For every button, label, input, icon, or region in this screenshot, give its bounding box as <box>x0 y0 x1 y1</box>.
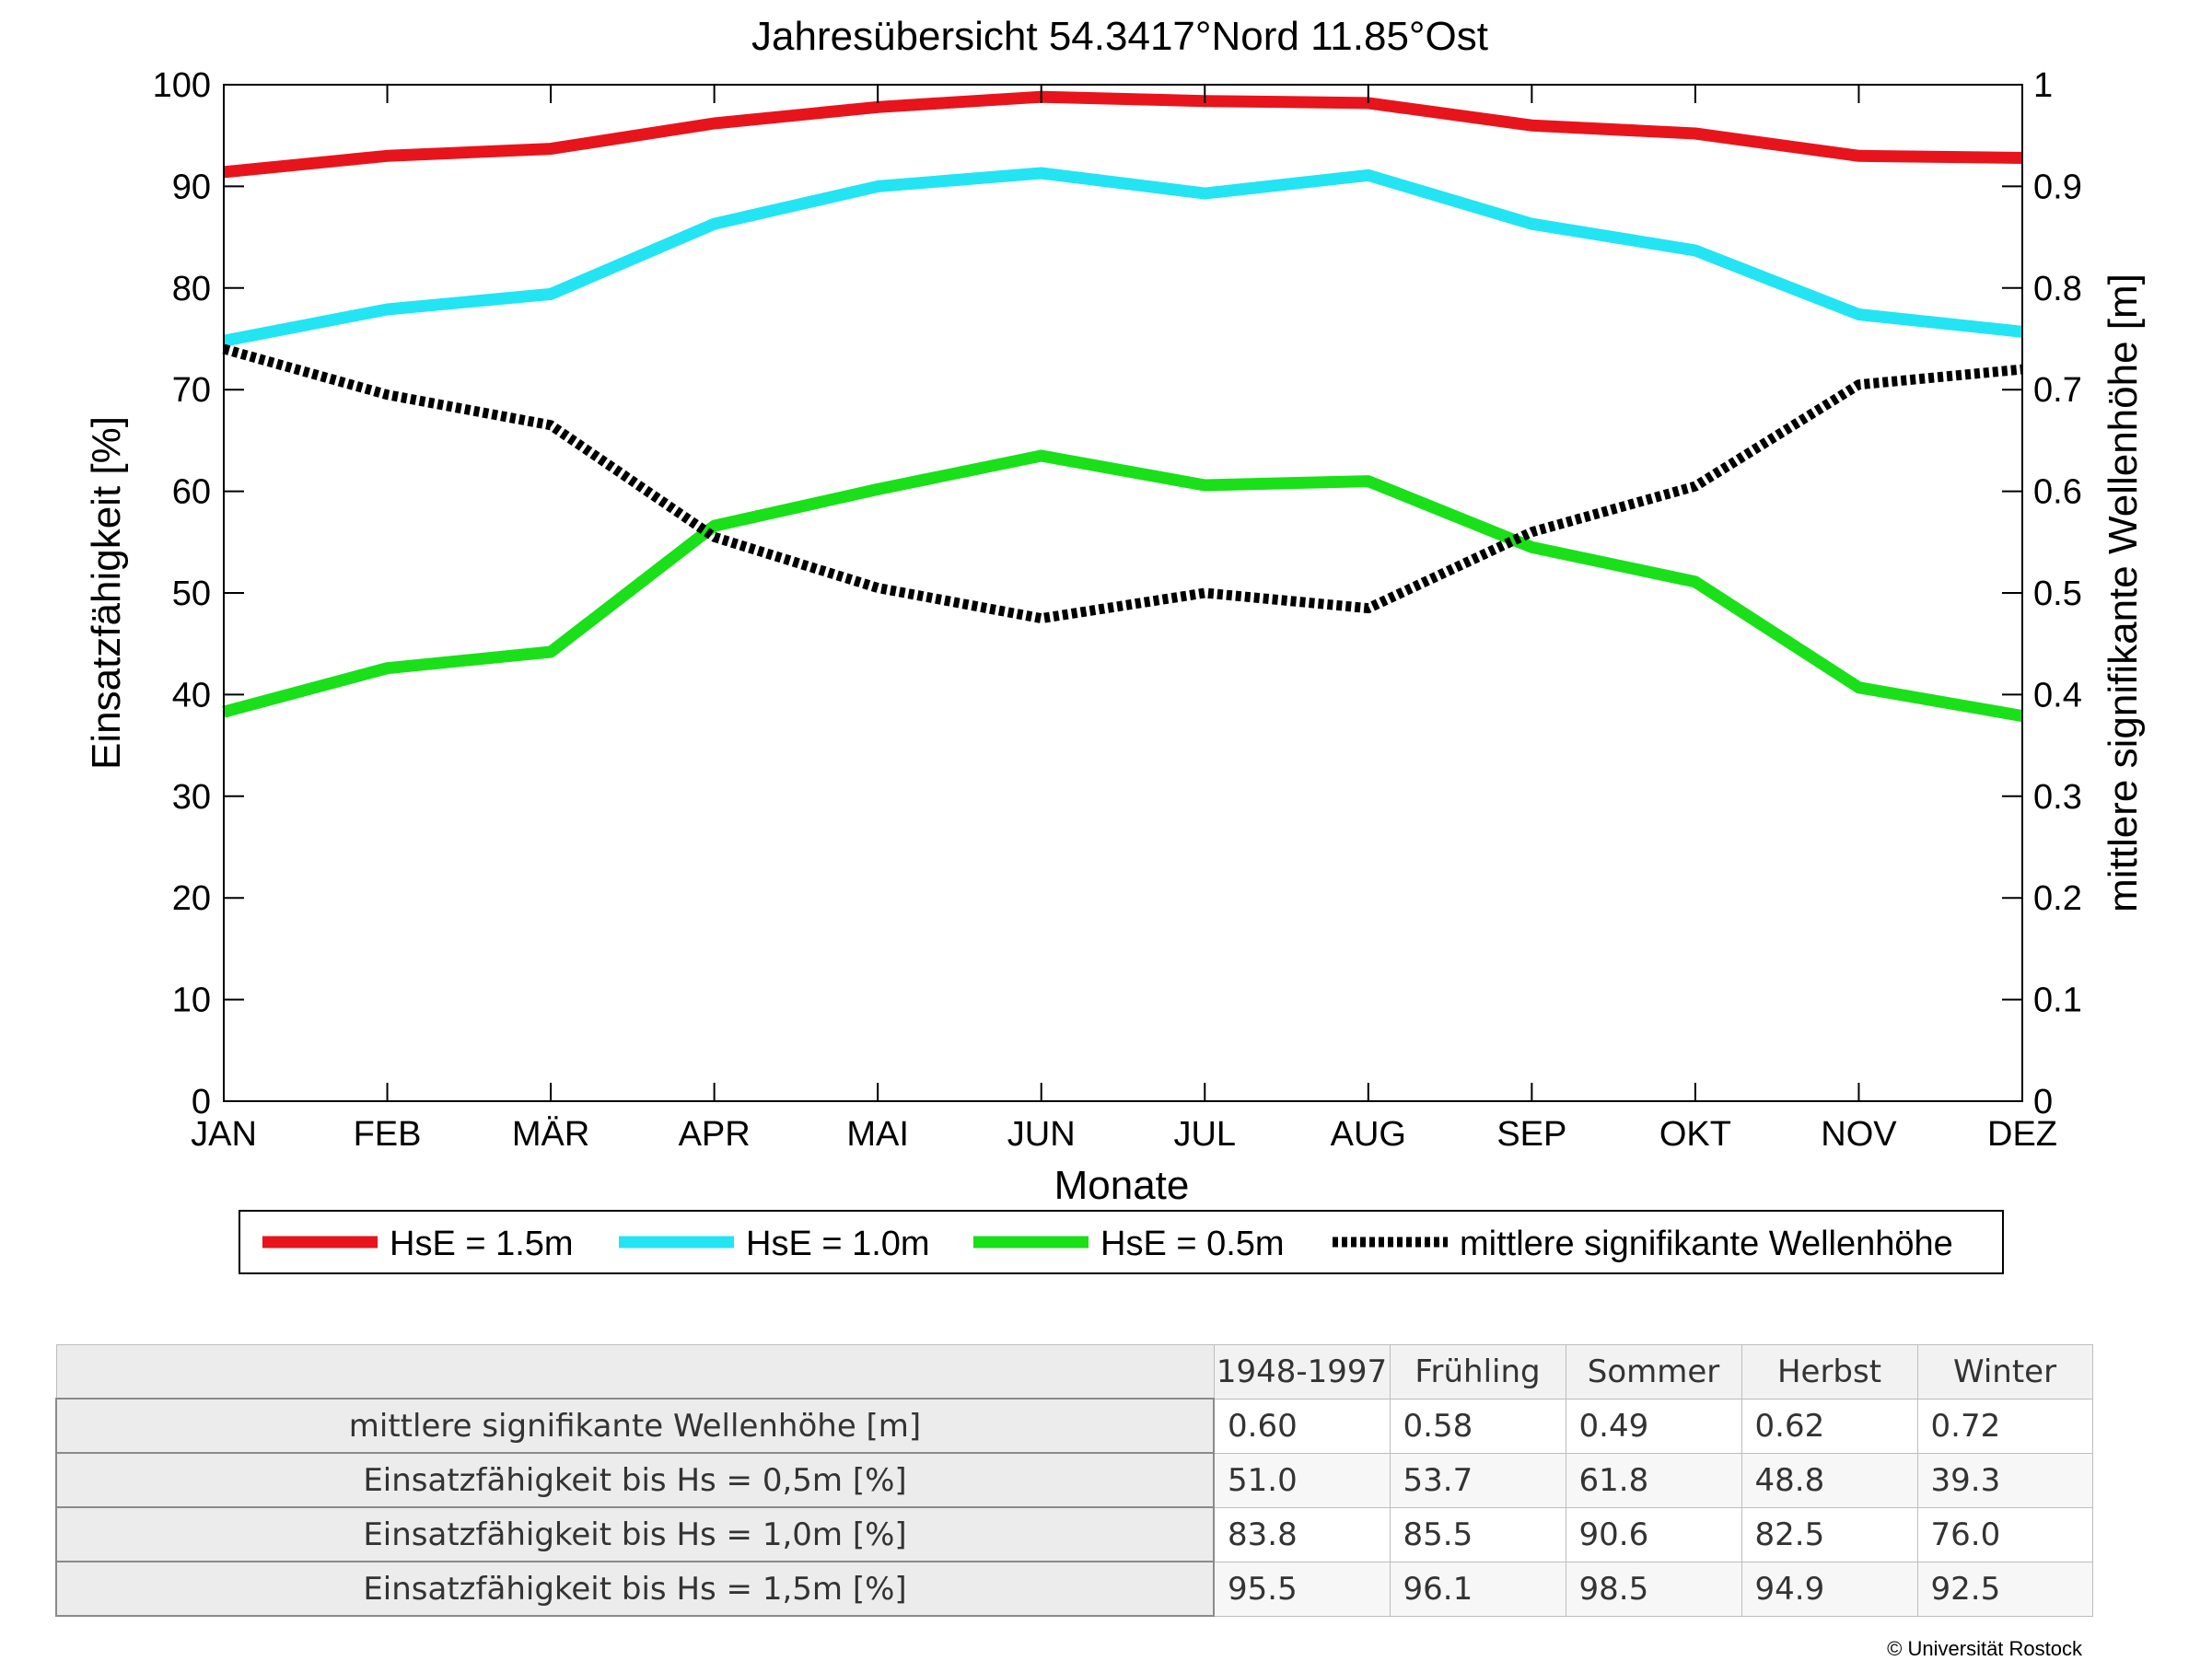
row-label: Einsatzfähigkeit bis Hs = 0,5m [%] <box>55 1452 1215 1508</box>
table-cell: 83.8 <box>1213 1506 1391 1562</box>
y-left-tick-label: 80 <box>172 270 211 308</box>
series-line-2 <box>222 167 2023 347</box>
x-tick-label: APR <box>679 1115 751 1154</box>
table-cell: 96.1 <box>1389 1561 1566 1617</box>
table-cell: 76.0 <box>1916 1506 2093 1562</box>
y-right-tick-label: 0.2 <box>2033 879 2082 918</box>
x-tick-label: MAI <box>846 1115 909 1154</box>
x-tick-label: JUN <box>1007 1115 1076 1154</box>
x-tick-label: SEP <box>1496 1115 1566 1154</box>
x-tick-label: JAN <box>191 1115 257 1154</box>
series-line-1 <box>223 90 2023 179</box>
table-cell: 0.60 <box>1213 1398 1391 1454</box>
y-right-tick-label: 0.9 <box>2033 168 2082 206</box>
table-cell: 0.58 <box>1389 1398 1566 1454</box>
table-header-row: 1948-1997 Frühling Sommer Herbst Winter <box>55 1344 2093 1400</box>
y-left-tick-label: 90 <box>172 168 211 206</box>
series-line-4 <box>222 343 2023 624</box>
table-cell: 98.5 <box>1565 1561 1742 1617</box>
legend-label: mittlere signifikante Wellenhöhe <box>1460 1225 1953 1263</box>
legend-items: HsE = 1.5m HsE = 1.0m HsE = 0.5m mittlere s… <box>262 1225 1953 1263</box>
table-header: 1948-1997 <box>1213 1344 1391 1400</box>
table-header: Frühling <box>1389 1344 1566 1400</box>
y-right-tick-label: 0.5 <box>2033 575 2082 613</box>
y-left-tick-label: 30 <box>172 778 211 817</box>
table-cell: 51.0 <box>1213 1452 1391 1508</box>
legend-label: HsE = 0.5m <box>1100 1225 1285 1263</box>
y-left-tick-label: 70 <box>172 371 211 410</box>
x-tick-label: JUL <box>1173 1115 1236 1154</box>
y-right-tick-label: 0.6 <box>2033 473 2082 512</box>
legend: HsE = 1.5m HsE = 1.0m HsE = 0.5m mittlere s… <box>239 1210 2004 1274</box>
row-label: mittlere signifikante Wellenhöhe [m] <box>55 1398 1215 1454</box>
y-right-tick-label: 1 <box>2033 66 2053 105</box>
y-left-tick-label: 100 <box>153 66 211 105</box>
legend-label: HsE = 1.0m <box>746 1225 930 1263</box>
x-tick-label: DEZ <box>1987 1115 2057 1154</box>
table-row: Einsatzfähigkeit bis Hs = 0,5m [%] 51.0 … <box>55 1452 2093 1508</box>
statistics-table: 1948-1997 Frühling Sommer Herbst Winter … <box>55 1344 2093 1617</box>
ticks-layer: 0 10 20 30 40 50 60 70 80 90 100 0 0.1 0.2 0.3 0.4 0.5 0.… <box>153 66 2082 1154</box>
table-cell: 90.6 <box>1565 1506 1742 1562</box>
x-axis-label: Monate <box>1054 1163 1190 1208</box>
series-layer <box>222 90 2024 723</box>
chart-title: Jahresübersicht 54.3417°Nord 11.85°Ost <box>751 14 1488 59</box>
copyright-notice: © Universität Rostock <box>1887 1637 2082 1660</box>
series-line-3 <box>222 449 2024 723</box>
y-right-tick-label: 0.8 <box>2033 270 2082 308</box>
table-cell: 82.5 <box>1740 1506 1918 1562</box>
y-axis-left-label: Einsatzfähigkeit [%] <box>84 416 129 770</box>
table-cell: 53.7 <box>1389 1452 1566 1508</box>
y-right-tick-label: 0.7 <box>2033 371 2082 410</box>
table-cell: 95.5 <box>1213 1561 1391 1617</box>
y-left-tick-label: 60 <box>172 473 211 512</box>
x-tick-label: FEB <box>354 1115 422 1154</box>
legend-frame <box>239 1210 2004 1274</box>
y-left-tick-label: 10 <box>172 982 211 1020</box>
table-cell: 0.62 <box>1740 1398 1918 1454</box>
table-cell: 48.8 <box>1740 1452 1918 1508</box>
table-corner-cell <box>55 1344 1215 1400</box>
x-tick-label: AUG <box>1331 1115 1406 1154</box>
table-row: Einsatzfähigkeit bis Hs = 1,5m [%] 95.5 … <box>55 1561 2093 1617</box>
y-axis-right-label: mittlere signifikante Wellenhöhe [m] <box>2101 273 2146 912</box>
table-cell: 94.9 <box>1740 1561 1918 1617</box>
table-cell: 0.72 <box>1916 1398 2093 1454</box>
y-left-tick-label: 40 <box>172 676 211 714</box>
y-left-tick-label: 20 <box>172 879 211 918</box>
table-header: Sommer <box>1565 1344 1742 1400</box>
table-cell: 0.49 <box>1565 1398 1742 1454</box>
x-tick-label: OKT <box>1659 1115 1731 1154</box>
row-label: Einsatzfähigkeit bis Hs = 1,5m [%] <box>55 1561 1215 1617</box>
plot-frame <box>223 84 2023 1102</box>
legend-label: HsE = 1.5m <box>390 1225 574 1263</box>
table-cell: 85.5 <box>1389 1506 1566 1562</box>
row-label: Einsatzfähigkeit bis Hs = 1,0m [%] <box>55 1506 1215 1562</box>
y-right-tick-label: 0.3 <box>2033 778 2082 817</box>
y-right-tick-label: 0.4 <box>2033 676 2082 714</box>
table-header: Herbst <box>1740 1344 1918 1400</box>
table-row: mittlere signifikante Wellenhöhe [m] 0.6… <box>55 1398 2093 1454</box>
table-cell: 92.5 <box>1916 1561 2093 1617</box>
x-tick-label: NOV <box>1821 1115 1897 1154</box>
table-header: Winter <box>1916 1344 2093 1400</box>
x-tick-label: MÄR <box>512 1115 589 1154</box>
line-chart: Jahresübersicht 54.3417°Nord 11.85°Ost 0… <box>84 14 2146 1274</box>
y-left-tick-label: 0 <box>192 1083 211 1121</box>
y-right-tick-label: 0.1 <box>2033 982 2082 1020</box>
table-cell: 61.8 <box>1565 1452 1742 1508</box>
y-left-tick-label: 50 <box>172 575 211 613</box>
table-row: Einsatzfähigkeit bis Hs = 1,0m [%] 83.8 … <box>55 1506 2093 1562</box>
table-cell: 39.3 <box>1916 1452 2093 1508</box>
y-right-tick-label: 0 <box>2033 1083 2053 1121</box>
